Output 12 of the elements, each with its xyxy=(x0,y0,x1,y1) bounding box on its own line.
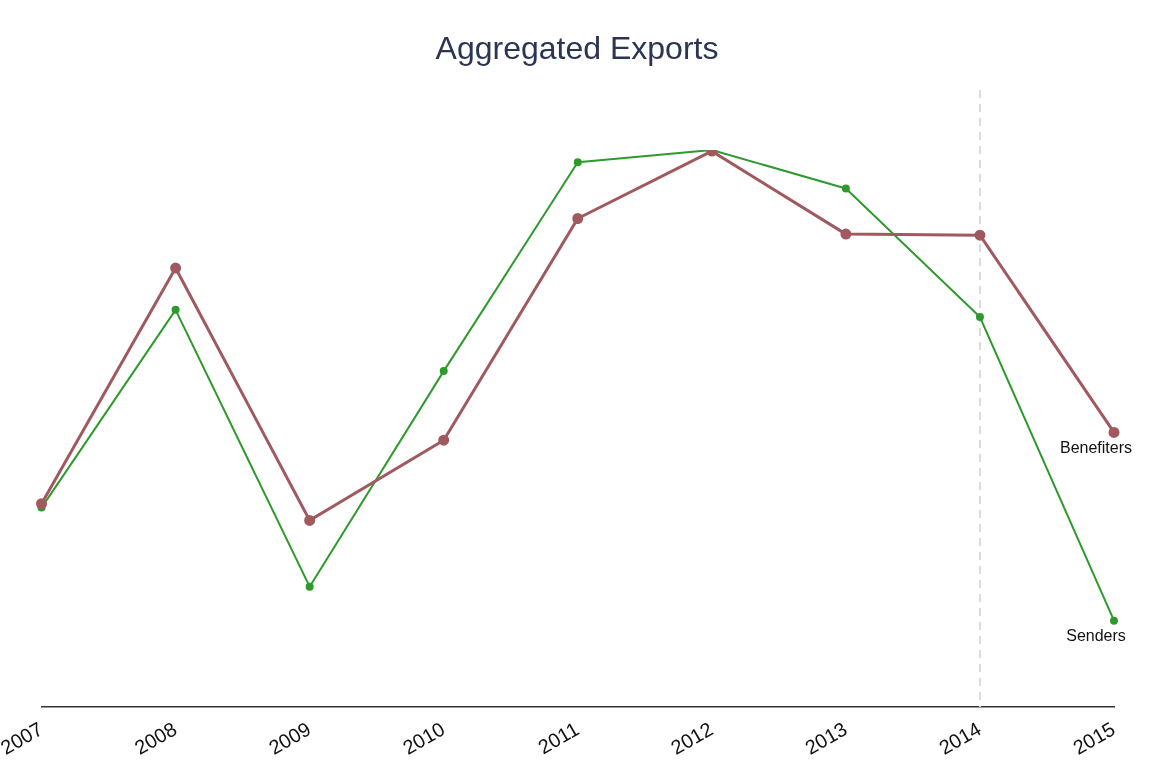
x-tick-label: 2011 xyxy=(534,717,583,759)
x-tick-label: 2014 xyxy=(935,717,985,759)
x-tick-label: 2012 xyxy=(667,717,717,759)
x-tick-label: 2008 xyxy=(130,717,181,759)
x-tick-label: 2007 xyxy=(0,717,47,759)
x-tick-label: 2013 xyxy=(801,717,851,759)
series-label: Benefiters xyxy=(1059,438,1133,456)
x-tick-label: 2015 xyxy=(1069,717,1119,759)
x-tick-label: 2010 xyxy=(398,717,449,759)
x-tick-label: 2009 xyxy=(264,717,315,759)
series-label: Senders xyxy=(1066,627,1126,645)
chart-title: Aggregated Exports xyxy=(434,30,720,67)
